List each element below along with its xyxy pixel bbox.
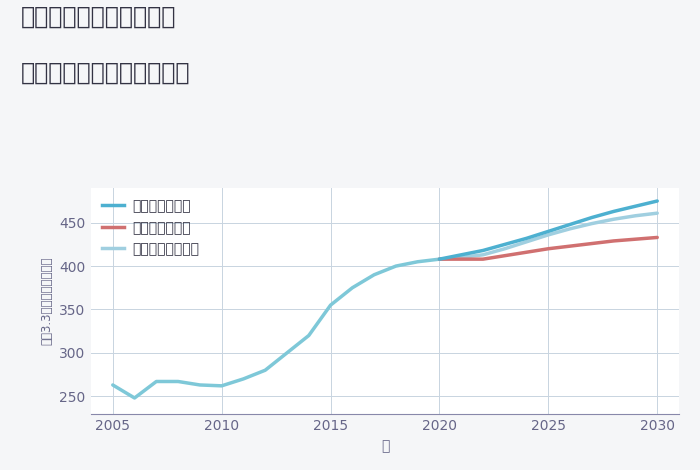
Text: 中古マンションの価格推移: 中古マンションの価格推移	[21, 61, 190, 85]
Y-axis label: 坪（3.3㎡）単価（万円）: 坪（3.3㎡）単価（万円）	[41, 257, 54, 345]
Text: 東京都新宿区南山伏町の: 東京都新宿区南山伏町の	[21, 5, 176, 29]
X-axis label: 年: 年	[381, 439, 389, 453]
Legend: グッドシナリオ, バッドシナリオ, ノーマルシナリオ: グッドシナリオ, バッドシナリオ, ノーマルシナリオ	[98, 195, 204, 260]
